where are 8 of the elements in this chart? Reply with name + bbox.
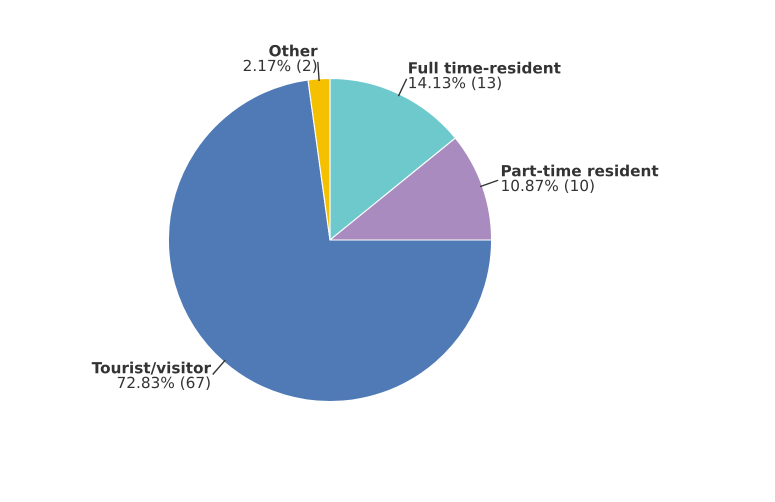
data-label: 72.83% (67) xyxy=(118,376,210,390)
slice-label: Part-time resident xyxy=(502,164,658,176)
data-label: 2.17% (2) xyxy=(244,59,316,74)
slice-label: Full time-resident xyxy=(409,62,561,74)
slice-label: Other xyxy=(269,44,318,56)
data-label: 14.13% (13) xyxy=(409,76,501,90)
slice-label: Tourist/visitor xyxy=(92,362,212,375)
data-label: 10.87% (10) xyxy=(502,179,594,194)
